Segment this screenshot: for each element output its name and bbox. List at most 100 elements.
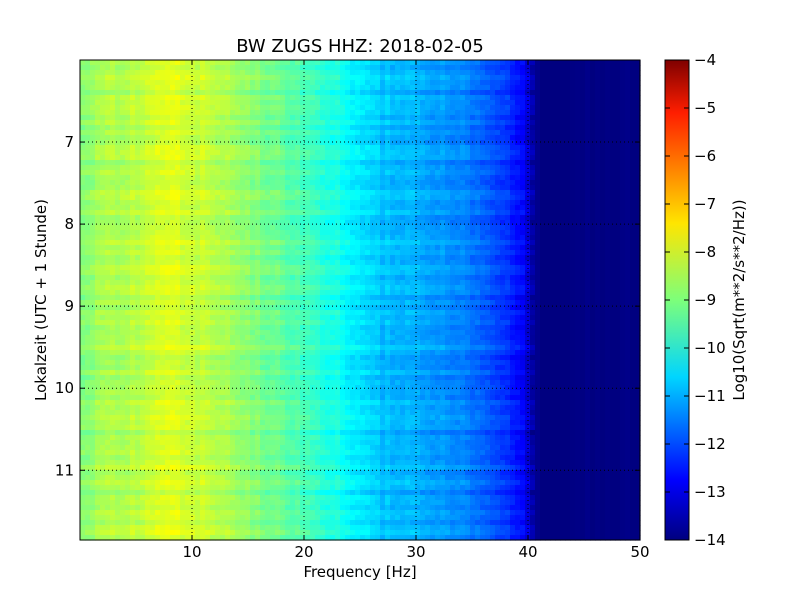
heatmap-cell: [195, 440, 201, 446]
heatmap-cell: [145, 140, 151, 146]
heatmap-cell: [280, 215, 286, 221]
heatmap-cell: [180, 295, 186, 301]
heatmap-cell: [85, 355, 91, 361]
heatmap-cell: [280, 320, 286, 326]
heatmap-cell: [320, 325, 326, 331]
heatmap-cell: [280, 425, 286, 431]
heatmap-cell: [285, 480, 291, 486]
heatmap-cell: [150, 415, 156, 421]
heatmap-cell: [170, 330, 176, 336]
heatmap-cell: [310, 165, 316, 171]
heatmap-cell: [335, 245, 341, 251]
heatmap-cell: [130, 440, 136, 446]
heatmap-cell: [250, 375, 256, 381]
heatmap-cell: [265, 170, 271, 176]
heatmap-cell: [140, 455, 146, 461]
heatmap-cell: [320, 115, 326, 121]
heatmap-cell: [310, 400, 316, 406]
heatmap-cell: [250, 480, 256, 486]
heatmap-cell: [165, 505, 171, 511]
heatmap-cell: [255, 75, 261, 81]
heatmap-cell: [285, 275, 291, 281]
heatmap-cell: [215, 195, 221, 201]
heatmap-cell: [110, 70, 116, 76]
heatmap-cell: [160, 390, 166, 396]
heatmap-cell: [150, 325, 156, 331]
heatmap-cell: [195, 390, 201, 396]
heatmap-cell: [95, 200, 101, 206]
heatmap-cell: [235, 85, 241, 91]
heatmap-cell: [150, 520, 156, 526]
heatmap-cell: [185, 495, 191, 501]
heatmap-cell: [270, 285, 276, 291]
heatmap-cell: [90, 235, 96, 241]
heatmap-cell: [290, 175, 296, 181]
heatmap-cell: [225, 500, 231, 506]
heatmap-cell: [225, 150, 231, 156]
heatmap-cell: [160, 130, 166, 136]
heatmap-cell: [250, 230, 256, 236]
heatmap-cell: [260, 380, 266, 386]
heatmap-cell: [220, 180, 226, 186]
heatmap-cell: [120, 505, 126, 511]
heatmap-cell: [275, 65, 281, 71]
heatmap-cell: [95, 105, 101, 111]
heatmap-cell: [140, 70, 146, 76]
heatmap-cell: [315, 235, 321, 241]
heatmap-cell: [95, 350, 101, 356]
heatmap-cell: [275, 295, 281, 301]
heatmap-cell: [160, 360, 166, 366]
heatmap-cell: [325, 380, 331, 386]
heatmap-cell: [100, 190, 106, 196]
heatmap-cell: [300, 110, 306, 116]
heatmap-cell: [85, 205, 91, 211]
heatmap-cell: [215, 145, 221, 151]
heatmap-cell: [220, 280, 226, 286]
heatmap-cell: [160, 235, 166, 241]
heatmap-cell: [90, 190, 96, 196]
heatmap-cell: [95, 505, 101, 511]
heatmap-cell: [215, 420, 221, 426]
heatmap-cell: [150, 310, 156, 316]
heatmap-cell: [300, 145, 306, 151]
heatmap-cell: [140, 240, 146, 246]
heatmap-cell: [210, 185, 216, 191]
heatmap-cell: [135, 430, 141, 436]
heatmap-cell: [185, 325, 191, 331]
heatmap-cell: [245, 195, 251, 201]
heatmap-cell: [210, 310, 216, 316]
heatmap-cell: [335, 385, 341, 391]
heatmap-cell: [185, 280, 191, 286]
heatmap-cell: [145, 335, 151, 341]
heatmap-cell: [325, 205, 331, 211]
heatmap-cell: [240, 65, 246, 71]
heatmap-cell: [310, 160, 316, 166]
heatmap-cell: [275, 385, 281, 391]
heatmap-cell: [125, 110, 131, 116]
heatmap-cell: [90, 495, 96, 501]
heatmap-cell: [310, 330, 316, 336]
heatmap-cell: [175, 505, 181, 511]
heatmap-cell: [245, 350, 251, 356]
heatmap-cell: [125, 280, 131, 286]
heatmap-cell: [85, 250, 91, 256]
heatmap-cell: [205, 480, 211, 486]
heatmap-cell: [335, 225, 341, 231]
heatmap-cell: [245, 300, 251, 306]
heatmap-cell: [215, 125, 221, 131]
heatmap-cell: [165, 405, 171, 411]
heatmap-cell: [180, 65, 186, 71]
heatmap-cell: [140, 220, 146, 226]
heatmap-cell: [255, 110, 261, 116]
heatmap-cell: [275, 450, 281, 456]
heatmap-cell: [295, 485, 301, 491]
heatmap-cell: [165, 500, 171, 506]
heatmap-cell: [245, 180, 251, 186]
heatmap-cell: [140, 425, 146, 431]
heatmap-cell: [130, 320, 136, 326]
heatmap-cell: [200, 200, 206, 206]
heatmap-cell: [85, 520, 91, 526]
heatmap-cell: [115, 70, 121, 76]
heatmap-cell: [85, 245, 91, 251]
heatmap-cell: [170, 290, 176, 296]
